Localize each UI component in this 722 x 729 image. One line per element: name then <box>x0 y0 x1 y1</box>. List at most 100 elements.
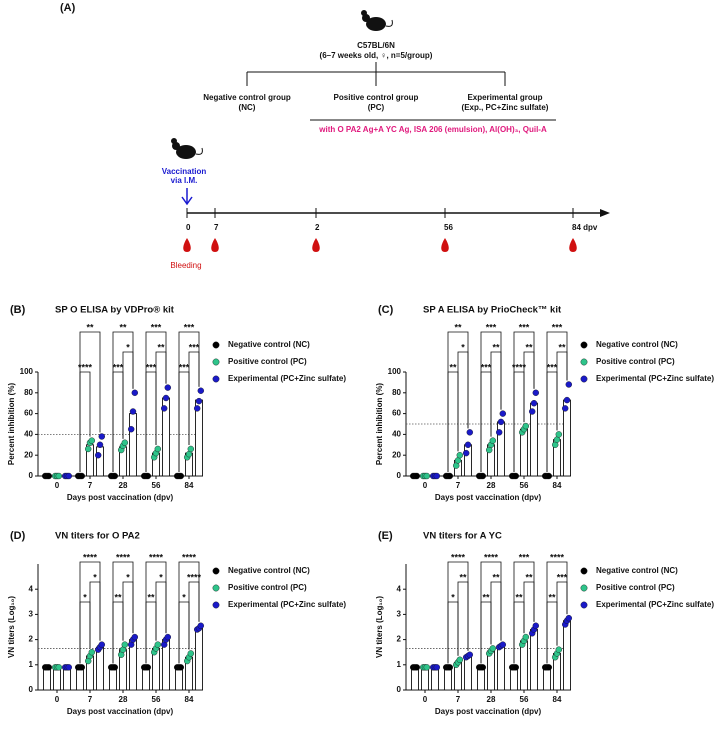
data-point <box>545 472 552 480</box>
timepoint-label: 2 <box>315 223 320 232</box>
bar <box>543 666 551 691</box>
data-point <box>532 389 539 396</box>
x-tick-label: 28 <box>487 695 496 704</box>
bar <box>520 640 528 691</box>
data-point <box>177 664 185 671</box>
bar <box>76 666 84 691</box>
significance-label: *** <box>486 322 497 332</box>
significance-label: *** <box>179 362 190 372</box>
significance-bracket <box>112 601 124 664</box>
y-tick-label: 0 <box>29 685 34 694</box>
data-point <box>162 394 170 402</box>
chart-title: SP A ELISA by PrioCheck™ kit <box>423 305 562 316</box>
data-point <box>555 646 562 653</box>
data-point <box>522 422 529 430</box>
data-point <box>413 664 420 671</box>
legend-label: Experimental (PC+Zinc sulfate) <box>596 374 714 383</box>
legend-label: Negative control (NC) <box>228 340 310 349</box>
data-point <box>565 381 572 388</box>
significance-label: *** <box>552 322 563 332</box>
data-point <box>88 649 96 656</box>
data-point <box>479 664 486 671</box>
y-tick-label: 4 <box>397 584 402 593</box>
significance-bracket <box>457 351 469 452</box>
formulation: with O PA2 Ag+A YC Ag, ISA 206 (emulsion… <box>318 125 547 134</box>
blood-drop <box>183 238 191 252</box>
data-point <box>177 472 185 480</box>
panel-label: (C) <box>378 304 394 316</box>
data-point <box>121 439 129 446</box>
bar <box>477 666 485 691</box>
significance-bracket <box>145 601 157 664</box>
significance-label: ** <box>548 592 556 602</box>
legend-label: Experimental (PC+Zinc sulfate) <box>228 374 346 383</box>
data-point <box>479 472 486 480</box>
significance-label: * <box>83 592 87 602</box>
significance-label: * <box>126 572 130 582</box>
group-abbr: (PC) <box>368 103 385 112</box>
group-name: Positive control group <box>334 93 419 102</box>
significance-label: **** <box>116 552 131 562</box>
data-point <box>530 400 538 407</box>
significance-label: **** <box>83 552 98 562</box>
significance-label: **** <box>182 552 197 562</box>
significance-label: ** <box>454 322 462 332</box>
significance-bracket <box>457 581 469 656</box>
significance-label: ** <box>157 342 165 352</box>
significance-label: * <box>461 342 465 352</box>
y-tick-label: 100 <box>388 367 402 376</box>
data-point <box>127 426 135 433</box>
panel-label: (E) <box>378 530 393 542</box>
legend-label: Negative control (NC) <box>596 566 678 575</box>
panel-label: (B) <box>10 304 26 316</box>
group-name: Negative control group <box>203 93 291 102</box>
significance-bracket <box>89 581 101 649</box>
data-point <box>121 641 129 648</box>
data-point <box>456 656 463 663</box>
y-tick-label: 0 <box>397 471 402 480</box>
significance-label: ** <box>482 592 490 602</box>
data-point <box>563 396 571 404</box>
y-axis-label: Percent inhibition (%) <box>375 383 384 466</box>
significance-label: *** <box>519 322 530 332</box>
legend-marker <box>212 341 220 349</box>
x-axis-label: Days post vaccination (dpv) <box>435 707 542 716</box>
x-tick-label: 84 <box>553 695 562 704</box>
significance-bracket <box>79 601 91 664</box>
y-tick-label: 1 <box>29 660 34 669</box>
legend-marker <box>580 601 588 609</box>
data-point <box>433 664 440 671</box>
significance-label: **** <box>484 552 499 562</box>
legend-marker <box>580 341 588 349</box>
data-point <box>446 664 453 671</box>
data-point <box>160 405 168 412</box>
timepoint-label: 56 <box>444 223 453 232</box>
significance-label: * <box>159 572 163 582</box>
significance-bracket <box>178 371 190 472</box>
y-axis-label: Percent inhibition (%) <box>7 383 16 466</box>
data-point <box>111 664 119 671</box>
bar <box>96 446 104 477</box>
legend-marker <box>212 584 220 592</box>
data-point <box>55 664 62 671</box>
bar <box>497 645 505 691</box>
significance-label: *** <box>557 572 568 582</box>
legend-marker <box>212 601 220 609</box>
bar <box>530 629 538 691</box>
x-tick-label: 7 <box>456 695 461 704</box>
x-tick-label: 7 <box>88 481 93 490</box>
significance-label: ** <box>449 362 457 372</box>
bar <box>109 666 117 691</box>
legend-label: Experimental (PC+Zinc sulfate) <box>228 600 346 609</box>
data-point <box>144 472 152 480</box>
data-point <box>466 429 473 436</box>
timepoint-label: 0 <box>186 223 191 232</box>
data-point <box>464 441 472 448</box>
blood-drop <box>569 238 577 252</box>
strain-note: (6–7 weeks old, ♀, n=5/group) <box>320 51 433 60</box>
data-point <box>144 664 152 671</box>
x-tick-label: 56 <box>152 695 161 704</box>
vaccination-label: via I.M. <box>171 176 198 185</box>
bar <box>520 428 528 477</box>
significance-label: * <box>451 592 455 602</box>
